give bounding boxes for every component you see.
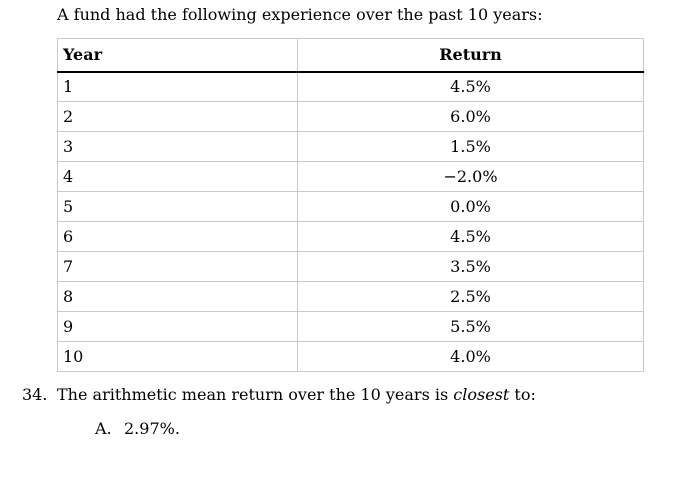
- answer-option-a: A. 2.97%.: [95, 419, 180, 438]
- return-cell: 6.0%: [297, 101, 644, 132]
- table-row: 9 5.5%: [57, 311, 644, 342]
- year-cell: 3: [57, 131, 298, 162]
- year-cell: 8: [57, 281, 298, 312]
- header-row: Year Return: [57, 38, 644, 73]
- table-row: 1 4.5%: [57, 71, 644, 102]
- year-cell: 4: [57, 161, 298, 192]
- question-text-italic: closest: [453, 385, 510, 404]
- year-cell: 6: [57, 221, 298, 252]
- return-cell: −2.0%: [297, 161, 644, 192]
- question-line: 34. The arithmetic mean return over the 1…: [22, 385, 536, 404]
- return-column-header: Return: [297, 38, 644, 73]
- return-cell: 2.5%: [297, 281, 644, 312]
- fund-returns-table: Year Return 1 4.5% 2 6.0% 3 1.5% 4 −2.0%: [57, 38, 644, 372]
- return-cell: 0.0%: [297, 191, 644, 222]
- table-row: 2 6.0%: [57, 101, 644, 132]
- return-cell: 4.0%: [297, 341, 644, 372]
- table-row: 3 1.5%: [57, 131, 644, 162]
- year-cell: 5: [57, 191, 298, 222]
- year-cell: 7: [57, 251, 298, 282]
- return-cell: 5.5%: [297, 311, 644, 342]
- year-cell: 2: [57, 101, 298, 132]
- table-row: 4 −2.0%: [57, 161, 644, 192]
- table-row: 5 0.0%: [57, 191, 644, 222]
- question-text-after: to:: [509, 385, 536, 404]
- table-row: 6 4.5%: [57, 221, 644, 252]
- option-a-label: A.: [95, 419, 112, 438]
- intro-text: A fund had the following experience over…: [57, 5, 543, 24]
- table-header: Year Return: [57, 38, 644, 73]
- return-cell: 4.5%: [297, 221, 644, 252]
- option-a-value: 2.97%.: [124, 419, 180, 438]
- year-column-header: Year: [57, 38, 298, 73]
- table-row: 8 2.5%: [57, 281, 644, 312]
- table-row: 10 4.0%: [57, 341, 644, 372]
- table-row: 7 3.5%: [57, 251, 644, 282]
- return-cell: 3.5%: [297, 251, 644, 282]
- question-number: 34.: [22, 385, 48, 404]
- question-text-before: The arithmetic mean return over the 10 y…: [57, 385, 454, 404]
- return-cell: 4.5%: [297, 71, 644, 102]
- year-cell: 9: [57, 311, 298, 342]
- year-cell: 10: [57, 341, 298, 372]
- return-cell: 1.5%: [297, 131, 644, 162]
- year-cell: 1: [57, 71, 298, 102]
